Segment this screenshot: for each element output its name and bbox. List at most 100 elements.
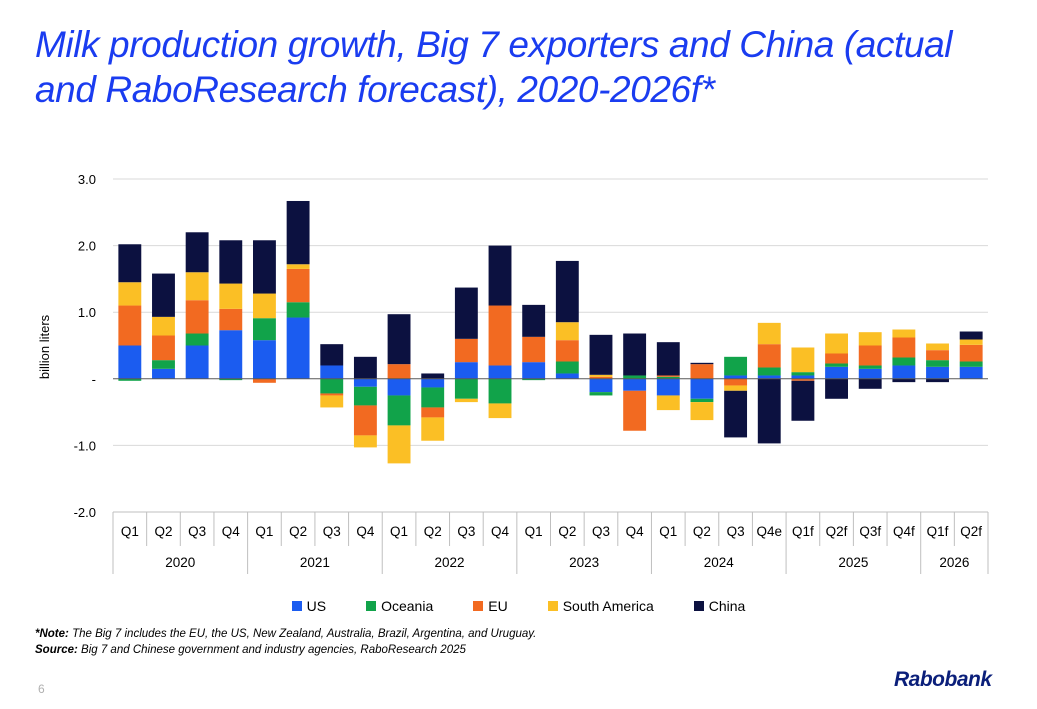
bar-segment-us bbox=[421, 378, 445, 388]
x-tick-label: Q3 bbox=[592, 524, 610, 539]
legend-item: China bbox=[693, 598, 745, 614]
bar-segment-us bbox=[555, 373, 579, 379]
bar-segment-eu bbox=[757, 344, 781, 368]
bar-segment-us bbox=[488, 365, 512, 379]
bar-segment-south-america bbox=[892, 329, 916, 338]
source-label: Source: bbox=[35, 644, 78, 656]
bar-segment-china bbox=[219, 240, 243, 284]
bar-segment-oceania bbox=[825, 363, 848, 367]
bar-segment-china bbox=[387, 314, 411, 365]
bar-segment-china bbox=[858, 378, 882, 389]
bar-segment-eu bbox=[623, 390, 647, 431]
bar-segment-south-america bbox=[656, 395, 680, 411]
x-tick-label: Q4e bbox=[756, 524, 782, 539]
bar-segment-us bbox=[757, 375, 781, 379]
year-label: 2026 bbox=[939, 555, 969, 570]
bar-segment-oceania bbox=[589, 392, 613, 396]
bar-segment-eu bbox=[555, 340, 579, 362]
bar-segment-south-america bbox=[421, 417, 445, 441]
note-label: *Note: bbox=[35, 628, 69, 640]
x-tick-label: Q3 bbox=[457, 524, 475, 539]
x-tick-label: Q2f bbox=[826, 524, 848, 539]
bar-segment-oceania bbox=[791, 372, 815, 376]
bar-segment-us bbox=[959, 366, 983, 379]
bar-segment-china bbox=[656, 342, 680, 376]
bar-segment-eu bbox=[791, 378, 815, 381]
page-number: 6 bbox=[38, 682, 45, 696]
y-tick-label: - bbox=[92, 372, 96, 387]
bar-segment-us bbox=[185, 345, 209, 379]
x-tick-label: Q3f bbox=[859, 524, 881, 539]
bar-segment-oceania bbox=[623, 375, 647, 379]
bar-segment-china bbox=[118, 244, 142, 283]
legend-label: EU bbox=[488, 598, 508, 614]
legend-swatch bbox=[291, 601, 302, 611]
bar-segment-oceania bbox=[353, 386, 377, 406]
bar-segment-oceania bbox=[555, 361, 579, 374]
bar-segment-oceania bbox=[926, 360, 949, 367]
bar-segment-eu bbox=[219, 308, 243, 331]
bar-segment-oceania bbox=[757, 367, 781, 376]
bar-segment-oceania bbox=[387, 395, 411, 426]
x-tick-label: Q3 bbox=[727, 524, 745, 539]
x-tick-label: Q4 bbox=[222, 524, 241, 539]
bar-segment-china bbox=[589, 334, 613, 375]
bar-segment-oceania bbox=[724, 356, 748, 376]
year-label: 2025 bbox=[838, 555, 868, 570]
x-tick-label: Q2 bbox=[693, 524, 711, 539]
chart-legend: US Oceania EU South America China bbox=[0, 598, 1037, 614]
x-tick-label: Q2 bbox=[424, 524, 442, 539]
bar-segment-eu bbox=[454, 338, 478, 363]
legend-label: South America bbox=[562, 598, 654, 614]
bar-segment-oceania bbox=[690, 398, 714, 403]
bar-segment-us bbox=[118, 345, 142, 379]
bar-segment-eu bbox=[118, 305, 142, 346]
bar-segment-china bbox=[690, 362, 714, 365]
bar-segment-oceania bbox=[892, 357, 916, 366]
note-line: *Note: The Big 7 includes the EU, the US… bbox=[35, 626, 536, 642]
bar-segment-china bbox=[825, 378, 848, 399]
bar-segment-china bbox=[926, 378, 949, 383]
y-tick-label: 2.0 bbox=[78, 239, 96, 254]
bar-segment-china bbox=[320, 344, 344, 366]
bar-segment-eu bbox=[959, 344, 983, 362]
bar-segment-us bbox=[387, 378, 411, 396]
bar-segment-china bbox=[892, 378, 916, 383]
bar-segment-china bbox=[253, 240, 276, 294]
bar-segment-china bbox=[152, 273, 175, 317]
source-text: Big 7 and Chinese government and industr… bbox=[77, 644, 466, 656]
y-tick-label: -2.0 bbox=[74, 505, 96, 520]
bar-segment-eu bbox=[690, 364, 714, 379]
bar-segment-south-america bbox=[959, 339, 983, 345]
bar-segment-eu bbox=[421, 407, 445, 418]
year-label: 2021 bbox=[300, 555, 330, 570]
bar-segment-oceania bbox=[320, 378, 344, 394]
bar-segment-eu bbox=[825, 353, 848, 364]
bar-segment-china bbox=[724, 390, 748, 438]
bar-segment-eu bbox=[185, 300, 209, 334]
x-tick-label: Q4 bbox=[356, 524, 375, 539]
bar-segment-south-america bbox=[825, 333, 848, 354]
y-tick-label: 1.0 bbox=[78, 305, 96, 320]
axis-layer: 3.0 2.0 1.0 - -1.0 -2.0 Q1 Q2 Q3 Q4 Q1 Q2 Q3 Q4 Q1 Q2 Q3… bbox=[74, 172, 989, 574]
bar-segment-south-america bbox=[454, 398, 478, 403]
source-line: Source: Big 7 and Chinese government and… bbox=[35, 642, 536, 658]
x-tick-label: Q3 bbox=[323, 524, 341, 539]
bar-segment-us bbox=[320, 365, 344, 379]
bar-segment-eu bbox=[656, 375, 680, 377]
bar-segment-south-america bbox=[387, 425, 411, 464]
chart-title: Milk production growth, Big 7 exporters … bbox=[35, 24, 953, 110]
x-tick-label: Q2 bbox=[289, 524, 307, 539]
year-label: 2020 bbox=[165, 555, 195, 570]
bar-segment-us bbox=[791, 375, 815, 379]
bar-segment-oceania bbox=[656, 376, 680, 379]
legend-item: Oceania bbox=[366, 598, 433, 614]
bar-segment-us bbox=[454, 362, 478, 379]
note-text: The Big 7 includes the EU, the US, New Z… bbox=[68, 628, 537, 640]
legend-swatch bbox=[366, 601, 377, 611]
bar-segment-south-america bbox=[690, 402, 714, 421]
bar-segment-south-america bbox=[353, 435, 377, 448]
bar-segment-south-america bbox=[185, 272, 209, 301]
bar-segment-south-america bbox=[286, 264, 310, 269]
bar-segment-china bbox=[488, 245, 512, 306]
